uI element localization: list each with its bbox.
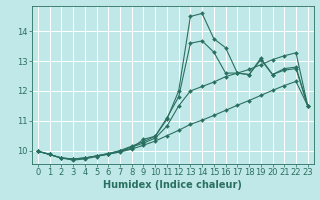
- X-axis label: Humidex (Indice chaleur): Humidex (Indice chaleur): [103, 180, 242, 190]
